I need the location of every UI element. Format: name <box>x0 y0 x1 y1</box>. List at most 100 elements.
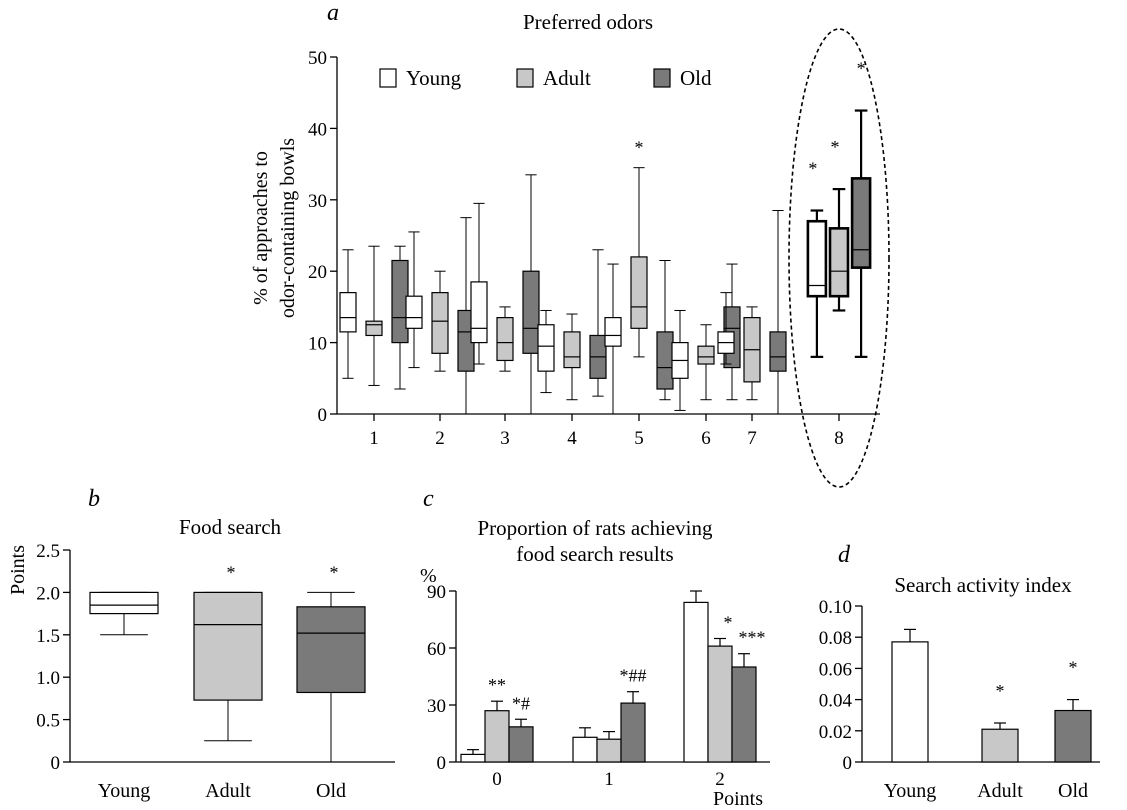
panel-c-y-tick-label: 0 <box>437 753 447 774</box>
panel-a-box-adult-3-box <box>496 317 514 362</box>
panel-d-significance-mark: * <box>1069 658 1078 678</box>
panel-b-y-tick-label: 2.0 <box>36 583 60 604</box>
panel-a-box-young-4-box <box>537 324 555 372</box>
panel-a-x-tick-label: 2 <box>435 428 445 449</box>
panel-a-box-old-7-box <box>769 331 787 372</box>
panel-a-odor-preference-boxplot: a Preferred odors % of approaches to odo… <box>250 0 890 488</box>
panel-c-x-tick-label: 2 <box>715 769 725 790</box>
legend-swatch-young <box>379 68 397 88</box>
panel-c-bar-adult-0 <box>484 710 510 763</box>
panel-a-box-old-5-box <box>656 331 674 390</box>
panel-d-bar-adult <box>981 728 1019 763</box>
panel-d-bar-old <box>1054 709 1092 763</box>
legend-swatch-old <box>653 68 671 88</box>
panel-a-ylabel-line-1: % of approaches to <box>250 151 272 305</box>
panel-c-proportion-bar-chart: c Proportion of rats achieving food sear… <box>420 486 770 810</box>
panel-d-y-tick-label: 0.10 <box>819 597 852 618</box>
panel-d-bar-young <box>891 641 929 763</box>
panel-c-bar-young-1 <box>572 736 598 763</box>
panel-b-x-label: Young <box>98 780 150 802</box>
panel-d-y-tick-label: 0 <box>843 753 853 774</box>
panel-d-y-tick-label: 0.08 <box>819 628 852 649</box>
panel-a-box-young-3-box <box>470 281 488 344</box>
panel-c-x-tick-label: 1 <box>604 769 614 790</box>
panel-d-x-label: Old <box>1058 780 1088 802</box>
panel-b-box-young-box <box>89 591 159 615</box>
panel-a-significance-mark: * <box>857 59 866 79</box>
panel-c-significance-mark: * <box>724 613 733 633</box>
panel-b-ylabel: Points <box>7 545 29 595</box>
panel-c-ylabel: % <box>420 565 437 587</box>
panel-a-y-tick-label: 0 <box>318 405 328 426</box>
panel-d-significance-mark: * <box>996 681 1005 701</box>
panel-d-y-tick-label: 0.04 <box>819 691 853 712</box>
panel-a-box-old-8-box <box>850 177 872 269</box>
panel-d-title: Search activity index <box>894 573 1072 597</box>
panel-a-y-tick-label: 10 <box>308 334 327 355</box>
panel-a-title: Preferred odors <box>523 10 653 34</box>
panel-a-box-adult-4-box <box>563 331 581 369</box>
panel-c-title-line-2: food search results <box>516 542 673 566</box>
panel-a-x-tick-label: 4 <box>567 428 577 449</box>
panel-b-y-tick-label: 1.5 <box>36 626 60 647</box>
panel-a-box-young-5-box <box>604 317 622 347</box>
panel-b-food-search-boxplot: b Food search Points 0 0.5 1.0 1.5 2.0 2.5 You… <box>7 486 395 802</box>
panel-a-x-tick-label: 5 <box>634 428 644 449</box>
legend-label-young: Young <box>406 66 462 90</box>
panel-c-y-tick-label: 30 <box>427 696 446 717</box>
panel-b-x-label: Old <box>316 780 346 802</box>
panel-a-box-young-8-box <box>806 219 828 298</box>
panel-a-y-tick-label: 40 <box>308 119 327 140</box>
panel-b-x-label: Adult <box>205 780 251 802</box>
panel-a-ylabel-line-2: odor-containing bowls <box>277 138 299 318</box>
panel-c-bar-old-0 <box>508 726 534 763</box>
panel-a-x-tick-label: 3 <box>500 428 510 449</box>
panel-d-x-label: Adult <box>977 780 1023 802</box>
panel-c-significance-mark: *## <box>620 666 647 686</box>
panel-a-box-adult-5-box <box>630 256 648 329</box>
panel-a-box-adult-1-box <box>365 320 383 337</box>
panel-a-y-tick-label: 20 <box>308 262 327 283</box>
panel-a-box-adult-8-box <box>828 227 850 298</box>
panel-c-bar-adult-2 <box>707 645 733 763</box>
panel-b-letter: b <box>88 486 100 512</box>
panel-a-x-tick-label: 1 <box>369 428 379 449</box>
panel-a-x-tick-label: 6 <box>701 428 711 449</box>
panel-a-box-adult-6-box <box>697 345 715 365</box>
panel-d-letter: d <box>838 542 851 568</box>
panel-d-search-activity-bar-chart: d Search activity index 0 0.02 0.04 0.06 0.0… <box>819 542 1100 802</box>
panel-c-significance-mark: *# <box>512 693 530 713</box>
panel-b-significance-mark: * <box>227 562 236 582</box>
panel-b-title: Food search <box>179 515 282 539</box>
panel-a-y-tick-label: 50 <box>308 48 327 69</box>
panel-c-bar-old-2 <box>731 666 757 763</box>
panel-a-significance-mark: * <box>808 159 817 179</box>
panel-c-bar-young-2 <box>683 601 709 763</box>
panel-a-y-tick-label: 30 <box>308 191 327 212</box>
panel-a-significance-mark: * <box>831 137 840 157</box>
panel-a-box-old-3-box <box>522 270 540 354</box>
panel-c-title-line-1: Proportion of rats achieving <box>477 516 713 540</box>
legend-label-adult: Adult <box>543 66 591 90</box>
panel-c-y-tick-label: 60 <box>427 639 446 660</box>
panel-c-significance-mark: ** <box>488 675 506 695</box>
panel-d-y-tick-label: 0.02 <box>819 722 852 743</box>
panel-a-x-tick-label: 7 <box>747 428 757 449</box>
panel-c-x-tick-label: 0 <box>492 769 502 790</box>
panel-c-bar-old-1 <box>620 702 646 763</box>
panel-b-box-old-box <box>296 606 366 694</box>
panel-b-y-tick-label: 0.5 <box>36 711 60 732</box>
panel-d-y-tick-label: 0.06 <box>819 659 852 680</box>
panel-a-box-young-1-box <box>339 292 357 333</box>
panel-d-x-label: Young <box>884 780 936 802</box>
panel-c-xlabel: Points <box>713 788 763 810</box>
panel-a-x-tick-label: 8 <box>834 428 844 449</box>
panel-a-box-young-2-box <box>405 295 423 329</box>
panel-b-box-adult-box <box>193 591 263 701</box>
panel-c-y-tick-label: 90 <box>427 582 446 603</box>
panel-a-highlight-ellipse <box>788 28 890 488</box>
panel-b-y-tick-label: 0 <box>51 753 61 774</box>
legend-label-old: Old <box>680 66 712 90</box>
panel-b-y-tick-label: 2.5 <box>36 541 60 562</box>
